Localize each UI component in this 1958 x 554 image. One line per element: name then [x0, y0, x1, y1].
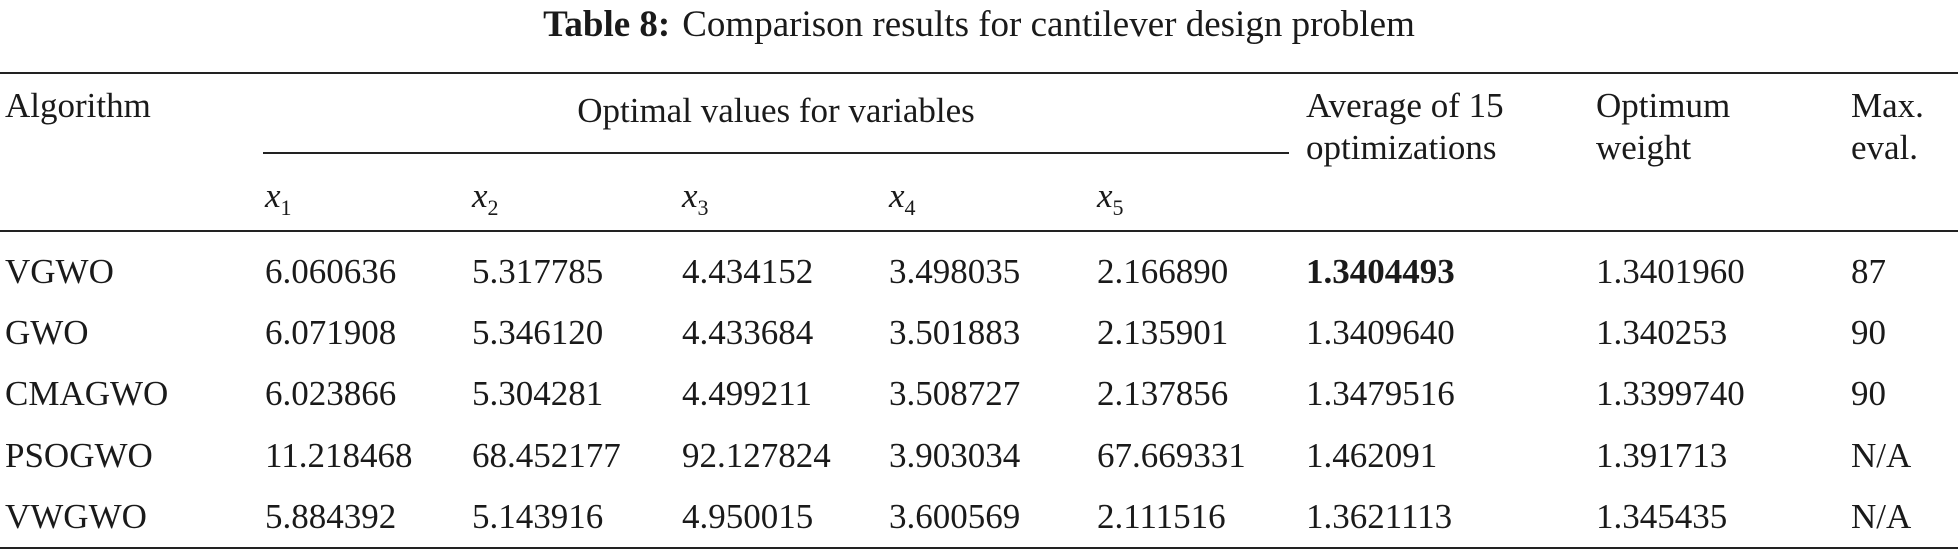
cell-value: 4.434152 — [682, 252, 814, 291]
variable-symbol: x — [265, 176, 281, 215]
cell-value: 5.143916 — [472, 497, 604, 536]
cell-value: 1.3479516 — [1306, 374, 1455, 413]
variable-index: 1 — [280, 195, 292, 220]
variable-symbol: x — [682, 176, 698, 215]
cell-value: 6.060636 — [265, 252, 397, 291]
top-rule — [0, 72, 1958, 74]
title-text: Comparison results for cantilever design… — [682, 4, 1415, 45]
cell-value: 2.111516 — [1097, 497, 1226, 536]
cell-value: 6.071908 — [265, 313, 397, 352]
cell-value: 67.669331 — [1097, 436, 1246, 475]
cell-value: 1.345435 — [1596, 497, 1728, 536]
header-rule — [0, 230, 1958, 232]
cell-value: 1.3409640 — [1306, 313, 1455, 352]
row-algorithm: VWGWO — [5, 497, 147, 536]
header-algorithm: Algorithm — [5, 86, 151, 125]
header-variable: x2 — [472, 176, 499, 219]
cell-value: 1.3621113 — [1306, 497, 1453, 536]
cell-value: 4.499211 — [682, 374, 812, 413]
cell-value: 87 — [1851, 252, 1886, 291]
cell-value: 1.340253 — [1596, 313, 1728, 352]
cell-value: 3.501883 — [889, 313, 1021, 352]
header-average: optimizations — [1306, 128, 1497, 167]
header-group: Optimal values for variables — [577, 91, 975, 130]
header-max-eval: Max. — [1851, 86, 1924, 125]
cell-value: 1.3404493 — [1306, 252, 1455, 291]
header-variable: x3 — [682, 176, 709, 219]
table-title: Table 8: Comparison results for cantileve… — [0, 6, 1958, 43]
cell-value: 1.3401960 — [1596, 252, 1745, 291]
variable-symbol: x — [889, 176, 905, 215]
header-optimum: Optimum — [1596, 86, 1731, 125]
cell-value: 4.950015 — [682, 497, 814, 536]
header-variable: x4 — [889, 176, 916, 219]
variable-symbol: x — [1097, 176, 1113, 215]
header-max-eval: eval. — [1851, 128, 1919, 167]
row-algorithm: VGWO — [5, 252, 114, 291]
header-average: Average of 15 — [1306, 86, 1504, 125]
header-variable: x1 — [265, 176, 292, 219]
header-variable: x5 — [1097, 176, 1124, 219]
row-algorithm: GWO — [5, 313, 89, 352]
cell-value: 92.127824 — [682, 436, 831, 475]
cell-value: 5.304281 — [472, 374, 604, 413]
cell-value: 3.600569 — [889, 497, 1021, 536]
cell-value: 2.137856 — [1097, 374, 1229, 413]
cell-value: 4.433684 — [682, 313, 814, 352]
bottom-rule — [0, 547, 1958, 549]
variable-index: 3 — [697, 195, 709, 220]
row-algorithm: PSOGWO — [5, 436, 153, 475]
cell-value: 5.884392 — [265, 497, 397, 536]
cell-value: 1.391713 — [1596, 436, 1728, 475]
cell-value: 1.462091 — [1306, 436, 1438, 475]
cell-value: 6.023866 — [265, 374, 397, 413]
variable-index: 5 — [1112, 195, 1124, 220]
cell-value: 3.508727 — [889, 374, 1021, 413]
row-algorithm: CMAGWO — [5, 374, 169, 413]
variable-symbol: x — [472, 176, 488, 215]
group-rule — [263, 152, 1289, 154]
cell-value: 5.346120 — [472, 313, 604, 352]
cell-value: N/A — [1851, 497, 1912, 536]
cell-value: 3.498035 — [889, 252, 1021, 291]
variable-index: 2 — [487, 195, 499, 220]
cell-value: 2.135901 — [1097, 313, 1229, 352]
cell-value: 68.452177 — [472, 436, 621, 475]
variable-index: 4 — [904, 195, 916, 220]
cell-value: 1.3399740 — [1596, 374, 1745, 413]
cell-value: 90 — [1851, 374, 1886, 413]
header-optimum: weight — [1596, 128, 1692, 167]
cell-value: 2.166890 — [1097, 252, 1229, 291]
title-label: Table 8: — [543, 4, 671, 45]
cell-value: 5.317785 — [472, 252, 604, 291]
cell-value: N/A — [1851, 436, 1912, 475]
cell-value: 3.903034 — [889, 436, 1021, 475]
cell-value: 11.218468 — [265, 436, 413, 475]
cell-value: 90 — [1851, 313, 1886, 352]
